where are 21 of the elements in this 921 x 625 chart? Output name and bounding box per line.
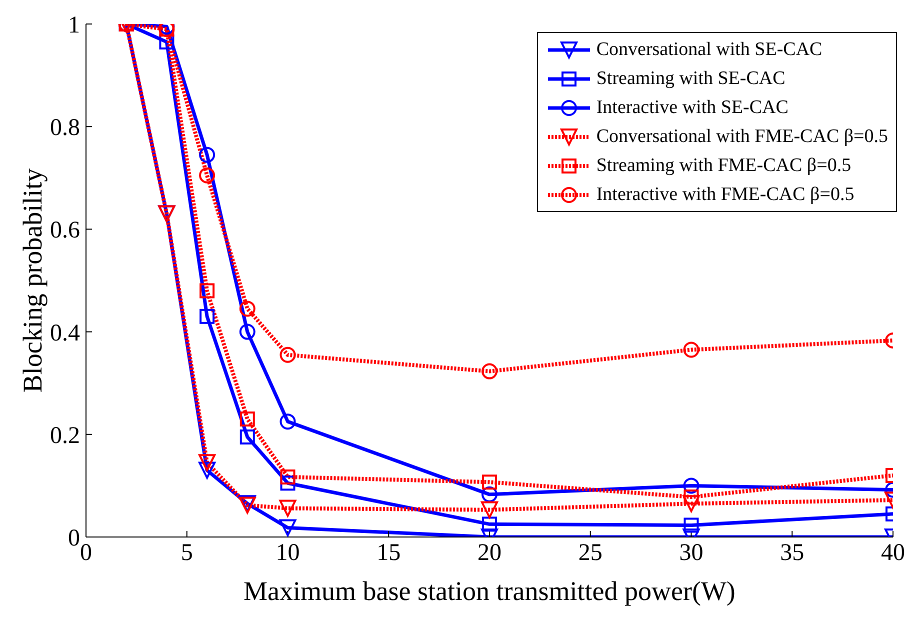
y-tick-label: 0.4 — [50, 320, 80, 346]
x-tick-label: 40 — [881, 540, 905, 566]
x-axis-title: Maximum base station transmitted power(W) — [244, 576, 736, 606]
x-tick-label: 30 — [679, 540, 704, 566]
x-tick-label: 5 — [180, 540, 193, 566]
x-tick-label: 10 — [276, 540, 300, 566]
y-axis-title: Blocking probability — [18, 168, 48, 393]
x-tick-label: 35 — [780, 540, 804, 566]
legend-label: Interactive with FME-CAC β=0.5 — [596, 184, 854, 206]
legend-label: Interactive with SE-CAC — [596, 96, 788, 118]
legend-label: Streaming with FME-CAC β=0.5 — [596, 154, 852, 176]
y-tick-label: 0.2 — [50, 422, 80, 449]
y-tick-label: 0.6 — [50, 218, 80, 244]
x-tick-label: 20 — [478, 540, 502, 566]
x-tick-label: 25 — [578, 540, 602, 566]
y-tick-label: 0.8 — [50, 115, 80, 142]
y-tick-label: 1 — [68, 12, 80, 39]
legend-label: Streaming with SE-CAC — [596, 68, 786, 90]
legend-label: Conversational with FME-CAC β=0.5 — [596, 126, 888, 148]
x-tick-label: 15 — [376, 540, 401, 566]
legend-label: Conversational with SE-CAC — [596, 38, 822, 60]
